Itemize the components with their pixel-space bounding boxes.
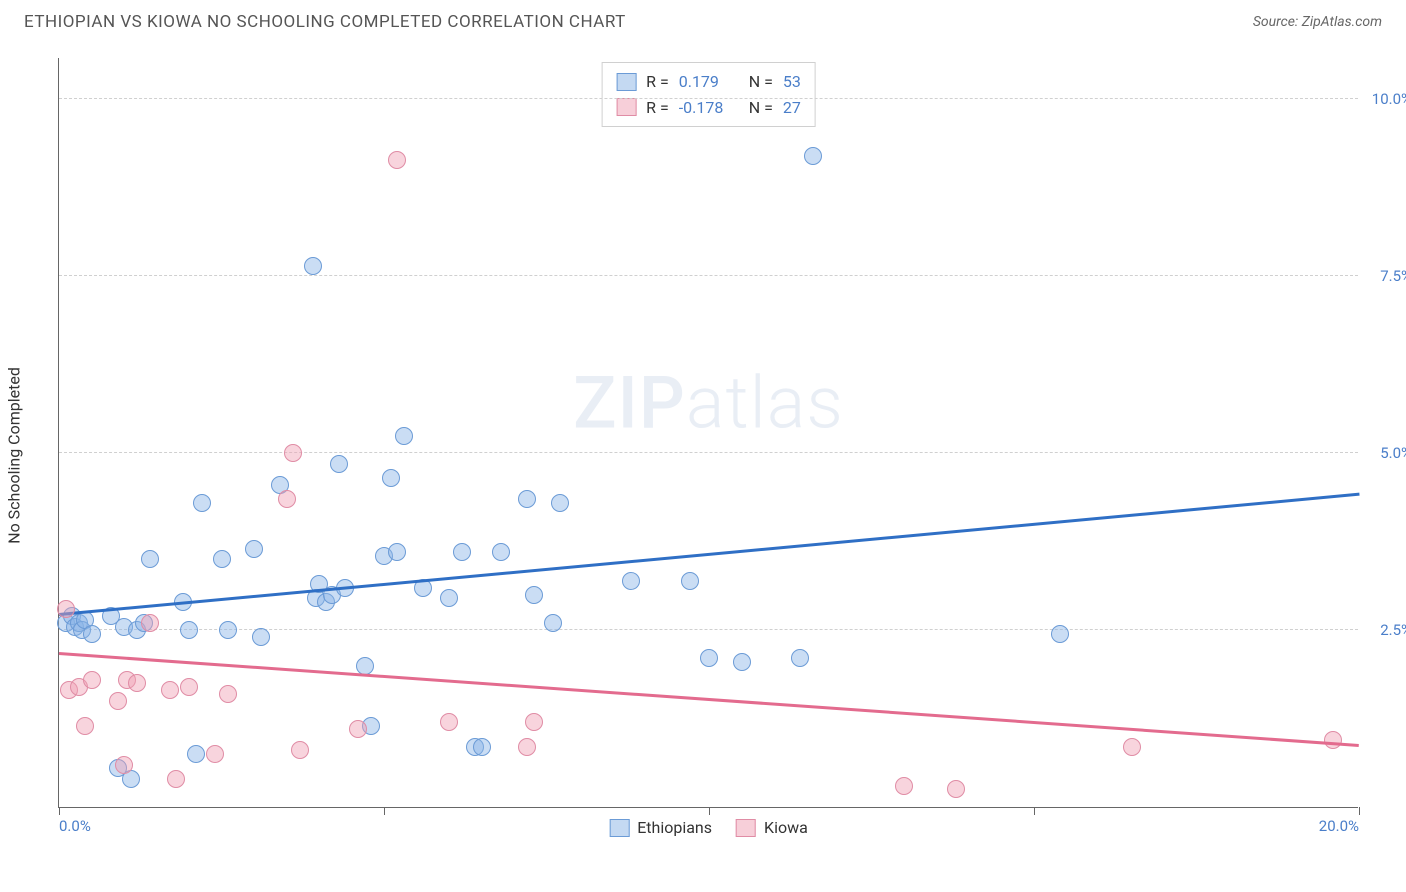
gridline xyxy=(59,275,1358,276)
source-attribution: Source: ZipAtlas.com xyxy=(1253,14,1382,30)
data-point-kiowa xyxy=(525,713,543,731)
data-point-ethiopians xyxy=(252,628,270,646)
correlation-legend: R = 0.179 N = 53 R = -0.178 N = 27 xyxy=(601,62,816,127)
data-point-ethiopians xyxy=(180,621,198,639)
data-point-ethiopians xyxy=(1051,625,1069,643)
data-point-ethiopians xyxy=(525,586,543,604)
data-point-kiowa xyxy=(388,151,406,169)
data-point-kiowa xyxy=(167,770,185,788)
data-point-ethiopians xyxy=(356,657,374,675)
data-point-ethiopians xyxy=(330,455,348,473)
data-point-ethiopians xyxy=(395,427,413,445)
data-point-kiowa xyxy=(141,614,159,632)
data-point-ethiopians xyxy=(804,147,822,165)
data-point-ethiopians xyxy=(304,257,322,275)
swatch-blue-icon xyxy=(616,73,636,91)
legend-label-ethiopians: Ethiopians xyxy=(637,818,712,837)
data-point-kiowa xyxy=(206,745,224,763)
x-tick xyxy=(709,807,710,815)
data-point-kiowa xyxy=(83,671,101,689)
data-point-ethiopians xyxy=(492,543,510,561)
x-tick xyxy=(1034,807,1035,815)
x-tick xyxy=(1359,807,1360,815)
data-point-kiowa xyxy=(1123,738,1141,756)
data-point-kiowa xyxy=(115,756,133,774)
n-label: N = xyxy=(749,69,773,95)
data-point-kiowa xyxy=(76,717,94,735)
chart-plot-area: ZIPatlas R = 0.179 N = 53 R = -0.178 N =… xyxy=(58,58,1358,808)
series-legend: Ethiopians Kiowa xyxy=(609,818,808,837)
data-point-ethiopians xyxy=(440,589,458,607)
data-point-kiowa xyxy=(57,600,75,618)
data-point-ethiopians xyxy=(382,469,400,487)
data-point-kiowa xyxy=(180,678,198,696)
gridline xyxy=(59,452,1358,453)
data-point-kiowa xyxy=(947,780,965,798)
legend-row-ethiopians: R = 0.179 N = 53 xyxy=(616,69,801,95)
data-point-ethiopians xyxy=(83,625,101,643)
data-point-kiowa xyxy=(219,685,237,703)
data-point-ethiopians xyxy=(622,572,640,590)
data-point-kiowa xyxy=(128,674,146,692)
y-tick-label: 7.5% xyxy=(1380,267,1406,285)
y-axis-label: No Schooling Completed xyxy=(5,367,24,544)
data-point-kiowa xyxy=(109,692,127,710)
data-point-ethiopians xyxy=(453,543,471,561)
x-tick xyxy=(384,807,385,815)
chart-title: ETHIOPIAN VS KIOWA NO SCHOOLING COMPLETE… xyxy=(24,12,626,32)
data-point-ethiopians xyxy=(219,621,237,639)
data-point-ethiopians xyxy=(388,543,406,561)
data-point-ethiopians xyxy=(700,649,718,667)
data-point-ethiopians xyxy=(681,572,699,590)
y-tick-label: 2.5% xyxy=(1380,621,1406,639)
data-point-kiowa xyxy=(284,444,302,462)
data-point-kiowa xyxy=(161,681,179,699)
x-tick-label: 20.0% xyxy=(1319,817,1359,835)
legend-label-kiowa: Kiowa xyxy=(764,818,808,837)
data-point-ethiopians xyxy=(193,494,211,512)
data-point-ethiopians xyxy=(213,550,231,568)
data-point-kiowa xyxy=(1324,731,1342,749)
data-point-ethiopians xyxy=(141,550,159,568)
r-value-ethiopians: 0.179 xyxy=(679,69,739,95)
swatch-pink-icon xyxy=(736,819,756,837)
r-label: R = xyxy=(646,69,669,95)
x-tick-label: 0.0% xyxy=(59,817,91,835)
data-point-ethiopians xyxy=(473,738,491,756)
data-point-kiowa xyxy=(518,738,536,756)
x-tick xyxy=(59,807,60,815)
legend-item-ethiopians: Ethiopians xyxy=(609,818,712,837)
data-point-kiowa xyxy=(440,713,458,731)
data-point-ethiopians xyxy=(733,653,751,671)
data-point-ethiopians xyxy=(544,614,562,632)
data-point-ethiopians xyxy=(518,490,536,508)
n-value-ethiopians: 53 xyxy=(783,69,801,95)
data-point-ethiopians xyxy=(551,494,569,512)
data-point-kiowa xyxy=(291,741,309,759)
gridline xyxy=(59,98,1358,99)
y-tick-label: 5.0% xyxy=(1380,444,1406,462)
data-point-ethiopians xyxy=(187,745,205,763)
data-point-ethiopians xyxy=(245,540,263,558)
data-point-ethiopians xyxy=(791,649,809,667)
swatch-pink-icon xyxy=(616,98,636,116)
data-point-kiowa xyxy=(349,720,367,738)
legend-item-kiowa: Kiowa xyxy=(736,818,808,837)
y-tick-label: 10.0% xyxy=(1372,90,1406,108)
data-point-kiowa xyxy=(895,777,913,795)
data-point-kiowa xyxy=(278,490,296,508)
watermark: ZIPatlas xyxy=(573,360,844,445)
swatch-blue-icon xyxy=(609,819,629,837)
